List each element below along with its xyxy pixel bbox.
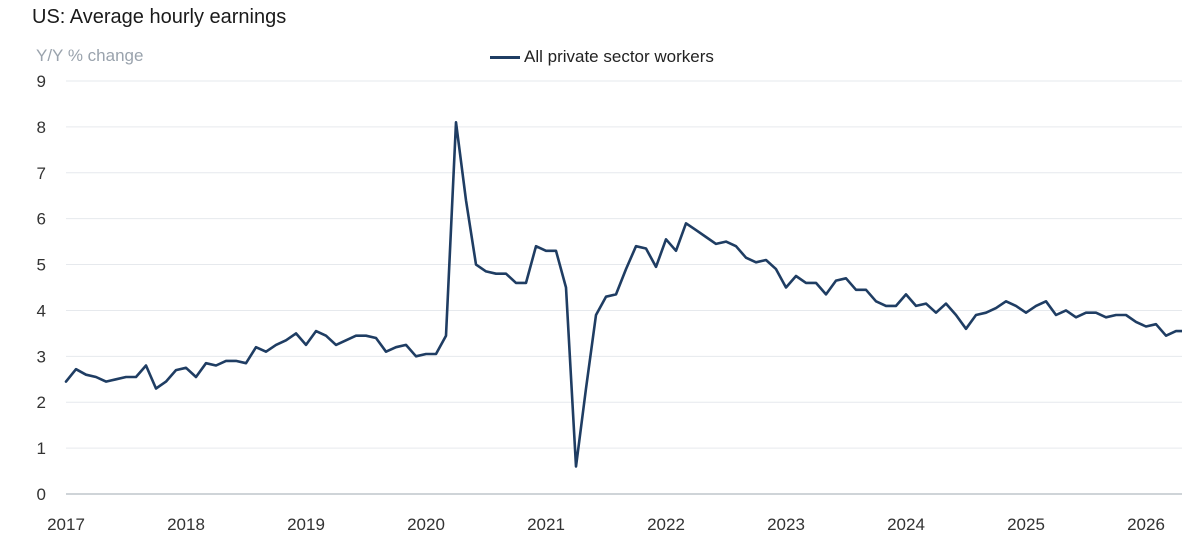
legend: All private sector workers <box>490 47 714 67</box>
y-tick-label-9: 9 <box>37 72 46 91</box>
x-tick-label-2021: 2021 <box>527 515 565 534</box>
legend-label: All private sector workers <box>524 47 714 66</box>
x-tick-label-2022: 2022 <box>647 515 685 534</box>
x-tick-label-2020: 2020 <box>407 515 445 534</box>
x-tick-label-2023: 2023 <box>767 515 805 534</box>
y-tick-label-5: 5 <box>37 256 46 275</box>
x-tick-label-2024: 2024 <box>887 515 925 534</box>
series-line-0 <box>64 121 1182 468</box>
y-tick-label-4: 4 <box>37 301 46 320</box>
y-tick-label-8: 8 <box>37 118 46 137</box>
chart-title: US: Average hourly earnings <box>32 6 287 28</box>
y-tick-label-1: 1 <box>37 439 46 458</box>
y-tick-label-6: 6 <box>37 210 46 229</box>
x-tick-label-2026: 2026 <box>1127 515 1165 534</box>
x-tick-label-2019: 2019 <box>287 515 325 534</box>
x-tick-label-2018: 2018 <box>167 515 205 534</box>
y-tick-label-7: 7 <box>37 164 46 183</box>
y-tick-label-0: 0 <box>37 485 46 504</box>
y-tick-label-3: 3 <box>37 347 46 366</box>
legend-line-swatch <box>490 55 520 59</box>
y-tick-label-2: 2 <box>37 393 46 412</box>
x-tick-label-2017: 2017 <box>47 515 85 534</box>
y-axis-label: Y/Y % change <box>36 46 144 65</box>
x-tick-label-2025: 2025 <box>1007 515 1045 534</box>
